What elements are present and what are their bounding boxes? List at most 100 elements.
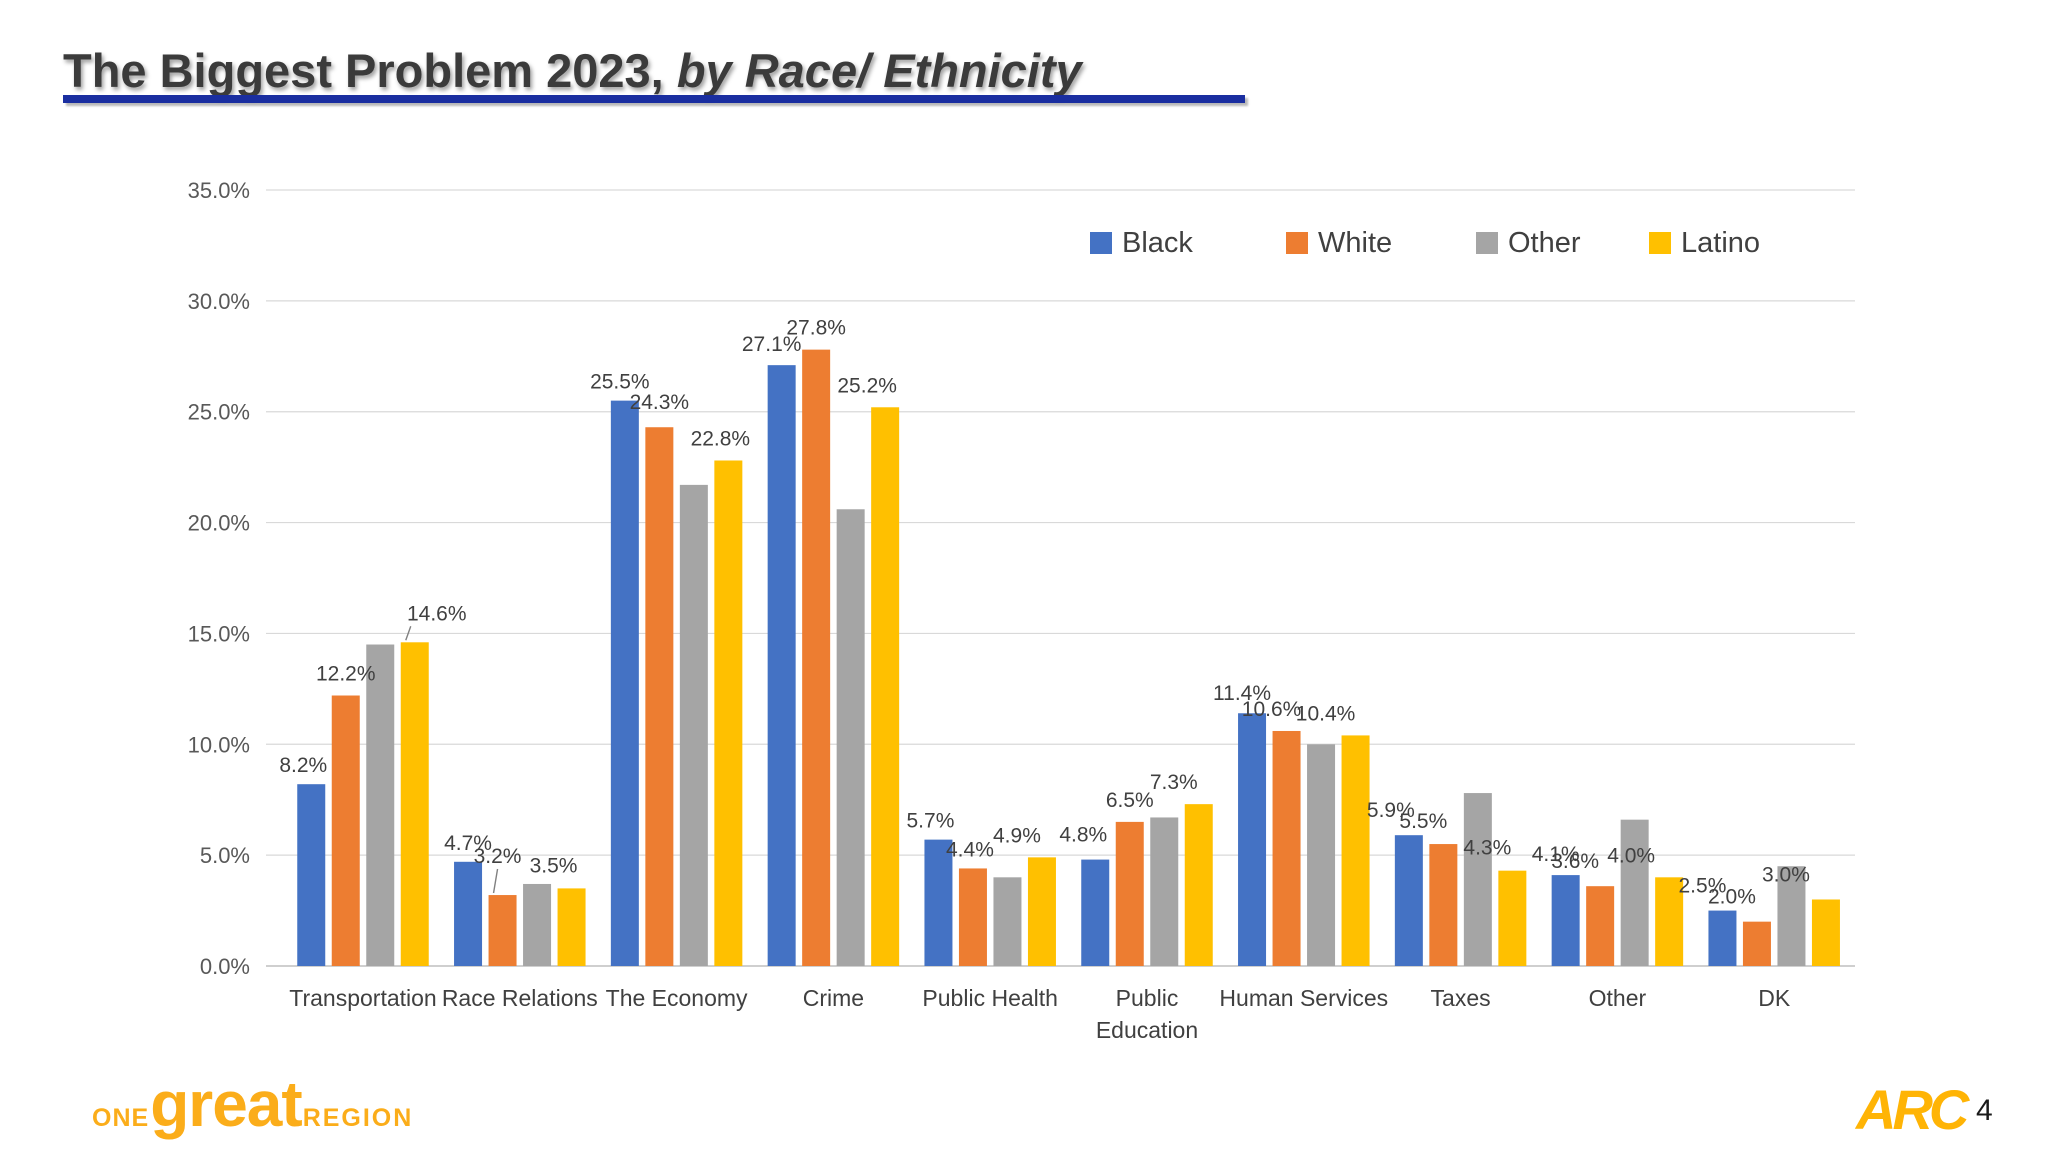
bar [679,484,708,966]
x-category-label: Crime [803,985,864,1011]
bar [454,861,483,966]
bar [1184,804,1213,966]
y-tick-label: 0.0% [200,954,250,979]
y-tick-label: 20.0% [188,511,250,536]
bar [1027,857,1056,966]
bar-value-label: 10.6% [1242,698,1302,721]
legend-item-label: Other [1508,227,1581,259]
bar [1429,844,1458,966]
x-category-label: Race Relations [442,985,598,1011]
y-tick-label: 5.0% [200,843,250,868]
bar-value-label: 3.5% [530,854,578,877]
logo-word-one: ONE [92,1104,150,1132]
bar [802,349,831,966]
x-category-label: Human Services [1219,985,1388,1011]
slide-title: The Biggest Problem 2023, by Race/ Ethni… [63,43,1082,98]
bar [1115,821,1144,966]
bar-value-label: 3.6% [1551,850,1599,873]
logo-word-great: great [150,1068,302,1140]
x-category-label: Public Health [922,985,1058,1011]
bar [993,877,1022,966]
bar-value-label: 22.8% [691,427,751,450]
x-category-label: Other [1589,985,1647,1011]
one-great-region-logo: ONE great REGION [92,1072,413,1136]
x-category-label: The Economy [606,985,748,1011]
legend-item-swatch [1090,232,1112,254]
bar-value-label: 4.9% [993,824,1041,847]
bar [1394,835,1423,966]
bar [1655,877,1684,966]
bar [610,400,639,967]
bar [767,365,796,966]
bar [1081,859,1110,966]
bar [1272,730,1301,966]
bar-value-label: 2.0% [1708,886,1756,909]
bar [1620,819,1649,966]
bar [523,883,552,966]
logo-word-region: REGION [302,1104,414,1132]
bar-value-label: 6.5% [1106,789,1154,812]
bar [924,839,953,966]
slide-title-regular: The Biggest Problem 2023, [63,44,677,98]
bar [836,509,865,966]
y-tick-label: 10.0% [188,732,250,757]
legend-item-label: Black [1122,227,1193,259]
page-number: 4 [1976,1094,1993,1127]
arc-logo: ARC [1856,1078,1969,1141]
bar-value-label: 4.7% [444,832,492,855]
bar-value-label: 8.2% [279,754,327,777]
bar-value-label: 5.9% [1367,799,1415,822]
bar-value-label: 5.7% [907,810,955,833]
bar-value-label: 12.2% [316,663,376,686]
bar [958,868,987,966]
bar-value-label: 2.5% [1679,875,1727,898]
y-tick-label: 30.0% [188,289,250,314]
bar [1498,870,1527,966]
bar [1341,735,1370,966]
bar [1238,713,1267,966]
bar [1811,899,1840,966]
label-leader-line [492,868,499,894]
bar-value-label: 4.3% [1463,837,1511,860]
bar-value-label: 3.0% [1762,863,1810,886]
bar-value-label: 4.0% [1607,844,1655,867]
bar [297,784,326,966]
bar-value-label: 25.5% [590,371,650,394]
title-underline-rule [63,95,1245,103]
bar-value-label: 27.1% [742,333,802,356]
bar [714,460,743,966]
bar-value-label: 7.3% [1150,771,1198,794]
y-tick-label: 25.0% [188,400,250,425]
legend-item-label: Latino [1681,227,1760,259]
legend-item-swatch [1649,232,1671,254]
bar-value-label: 3.2% [474,845,522,868]
x-category-label: Education [1096,1017,1198,1043]
legend-item-swatch [1286,232,1308,254]
bar [1586,886,1615,966]
bar [557,888,586,966]
bar-chart: 0.0% 5.0% 10.0% 15.0% 20.0% 25.0% 30.0% 35.0% 8.… [140,120,1900,1080]
legend-item-swatch [1476,232,1498,254]
bar-value-label: 5.5% [1399,810,1447,833]
bar-chart-canvas: 0.0% 5.0% 10.0% 15.0% 20.0% 25.0% 30.0% 35.0% 8.… [188,178,1855,1043]
bar-value-label: 4.1% [1532,843,1580,866]
x-category-label: Transportation [289,985,436,1011]
y-tick-label: 15.0% [188,621,250,646]
y-tick-label: 35.0% [188,178,250,203]
bar-value-label: 25.2% [837,374,897,397]
bar-value-label: 27.8% [786,317,846,340]
legend-item-label: White [1318,227,1392,259]
x-category-label: DK [1758,985,1791,1011]
bar-value-label: 11.4% [1213,682,1271,705]
bar [488,895,517,966]
bar [1708,910,1737,966]
bar [1551,875,1580,966]
bar [1777,866,1806,966]
bar [1463,793,1492,966]
bar-value-label: 4.4% [946,838,994,861]
x-category-label: Public [1116,985,1179,1011]
bar [1307,744,1336,966]
bar [1742,921,1771,966]
bar [331,695,360,966]
